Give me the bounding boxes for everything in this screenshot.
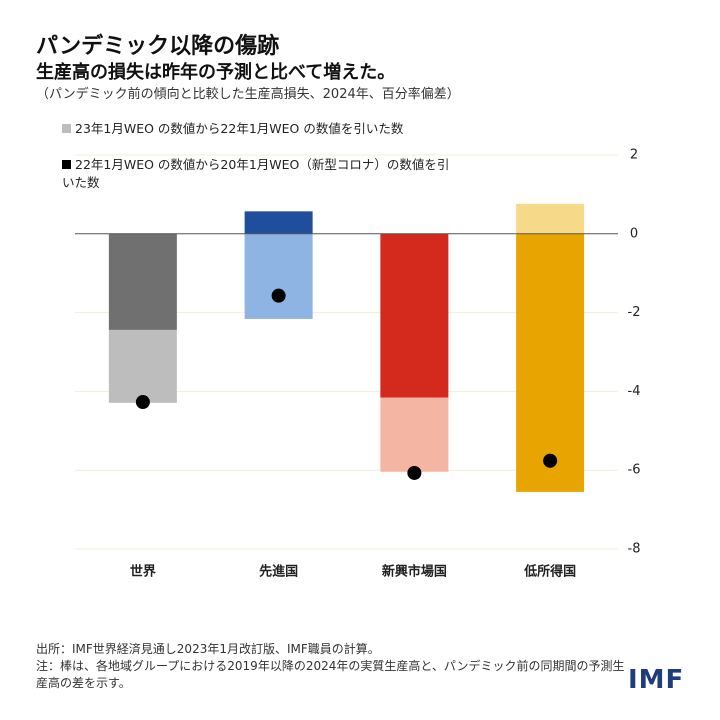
dot xyxy=(271,288,286,303)
x-tick-label: 低所得国 xyxy=(523,564,576,580)
y-tick-label: -4 xyxy=(628,384,641,399)
source: 出所：IMF世界経済見通し2023年1月改訂版、IMF職員の計算。 xyxy=(36,642,380,656)
bar xyxy=(244,211,313,234)
bar xyxy=(108,329,177,403)
y-tick-label: -2 xyxy=(628,305,641,320)
legend-entry: 22年1月WEO の数値から20年1月WEO（新型コロナ）の数値を引いた数 xyxy=(62,156,452,192)
y-tick-label: -6 xyxy=(628,463,641,478)
bar xyxy=(516,233,585,492)
dot xyxy=(543,453,558,468)
bar xyxy=(244,233,313,319)
chart: 2 0 -2 -4 -6 -8 世界 先進国 新興市場国 低所得国 xyxy=(75,148,641,580)
legend-swatch xyxy=(62,160,71,169)
dot xyxy=(407,465,422,480)
bar xyxy=(380,397,449,472)
legend-label: 23年1月WEO の数値から22年1月WEO の数値を引いた数 xyxy=(75,121,404,136)
title: パンデミック以降の傷跡 xyxy=(36,34,280,59)
y-tick-label: 0 xyxy=(630,226,638,241)
note: （パンデミック前の傾向と比較した生産高損失、2024年、百分率偏差） xyxy=(36,87,460,102)
bar xyxy=(516,203,585,234)
x-tick-label: 先進国 xyxy=(259,564,298,580)
footnote: 注：棒は、各地域グループにおける2019年以降の2024年の実質生産高と、パンデ… xyxy=(36,659,625,690)
legend-label: 22年1月WEO の数値から20年1月WEO（新型コロナ）の数値を引いた数 xyxy=(62,157,450,190)
subtitle: 生産高の損失は昨年の予測と比べて増えた。 xyxy=(36,62,396,83)
y-tick-label: -8 xyxy=(628,542,641,557)
logo: IMF xyxy=(628,665,685,695)
legend-swatch xyxy=(62,124,71,133)
bar xyxy=(380,233,449,398)
legend-entry: 23年1月WEO の数値から22年1月WEO の数値を引いた数 xyxy=(62,120,462,138)
bar xyxy=(108,233,177,330)
y-tick-label: 2 xyxy=(630,148,638,163)
x-tick-label: 新興市場国 xyxy=(382,564,447,580)
x-tick-label: 世界 xyxy=(130,564,156,580)
dot xyxy=(135,395,150,410)
